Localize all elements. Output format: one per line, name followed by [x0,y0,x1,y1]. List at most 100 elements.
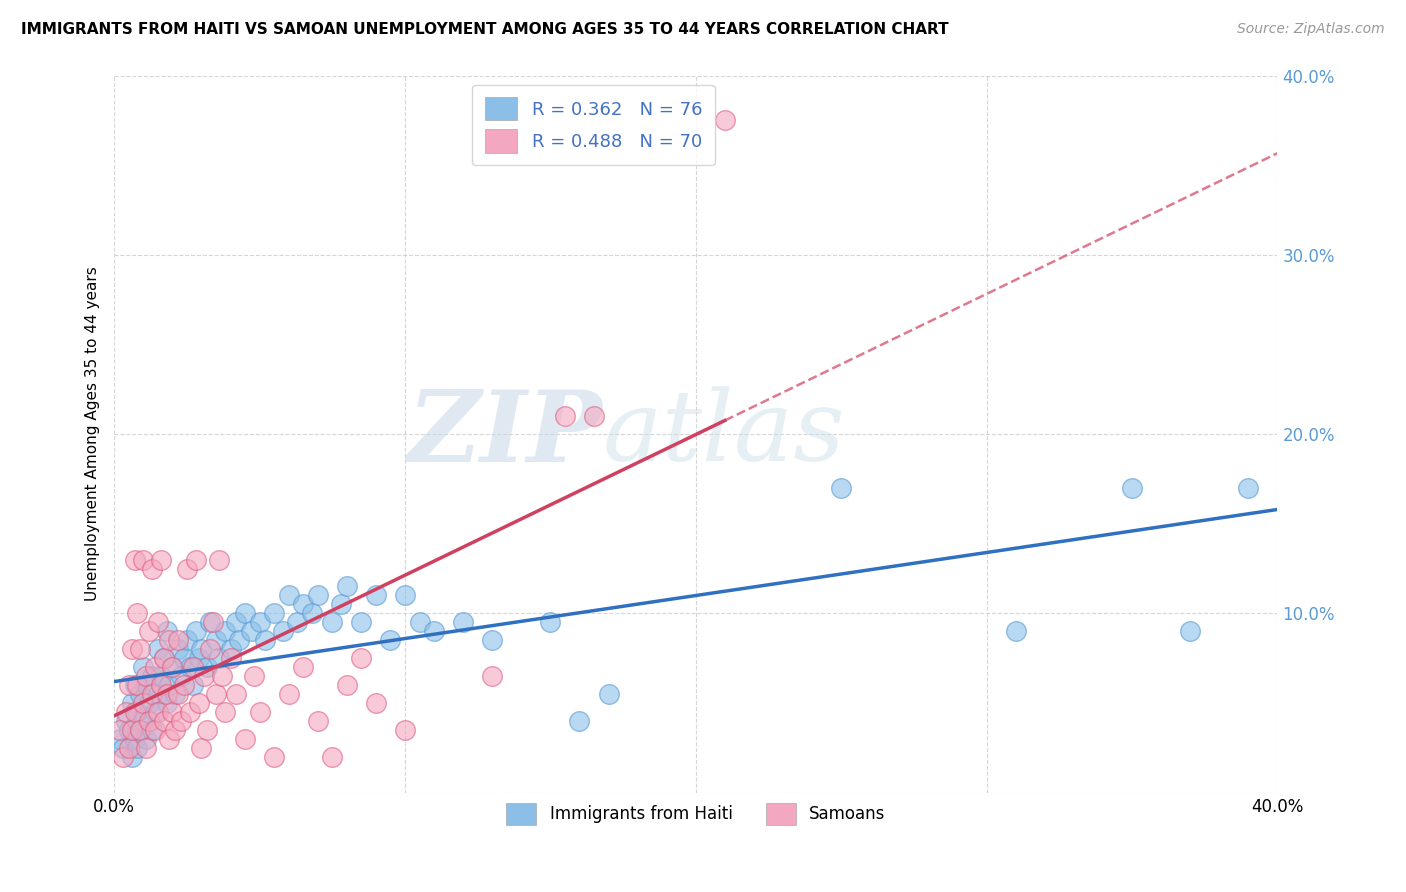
Point [118,723,141,737]
Point [554,409,576,424]
Point [167,642,190,657]
Point [233,607,256,621]
Point [146,687,169,701]
Point [277,589,299,603]
Point [155,696,177,710]
Point [271,624,294,639]
Point [350,615,373,630]
Point [225,687,247,701]
Point [205,633,228,648]
Point [129,723,152,737]
Y-axis label: Unemployment Among Ages 35 to 44 years: Unemployment Among Ages 35 to 44 years [86,267,100,601]
Point [132,552,155,566]
Point [249,615,271,630]
Point [121,749,143,764]
Point [167,633,190,648]
Point [124,731,146,746]
Point [330,598,353,612]
Point [408,615,430,630]
Point [292,660,315,674]
Point [350,651,373,665]
Point [582,409,605,424]
Point [129,687,152,701]
Point [830,481,852,495]
Point [149,678,172,692]
Point [184,552,207,566]
Point [423,624,446,639]
Point [111,740,134,755]
Point [127,740,149,755]
Point [481,633,503,648]
Point [135,678,157,692]
Point [146,705,169,719]
Point [198,615,221,630]
Point [138,624,160,639]
Point [118,740,141,755]
Point [176,633,198,648]
Point [155,624,177,639]
Point [208,552,231,566]
Point [173,651,195,665]
Point [394,589,416,603]
Point [143,705,166,719]
Point [394,723,416,737]
Text: IMMIGRANTS FROM HAITI VS SAMOAN UNEMPLOYMENT AMONG AGES 35 TO 44 YEARS CORRELATI: IMMIGRANTS FROM HAITI VS SAMOAN UNEMPLOY… [21,22,949,37]
Point [307,589,329,603]
Point [114,714,136,728]
Point [211,669,233,683]
Point [146,615,169,630]
Point [143,660,166,674]
Point [481,669,503,683]
Point [219,651,242,665]
Point [146,642,169,657]
Point [195,723,218,737]
Point [132,696,155,710]
Point [208,651,231,665]
Point [568,714,591,728]
Point [214,705,236,719]
Point [1004,624,1026,639]
Point [114,705,136,719]
Text: atlas: atlas [603,386,845,482]
Point [129,642,152,657]
Point [228,633,250,648]
Point [1237,481,1260,495]
Point [162,660,184,674]
Point [242,669,264,683]
Point [152,651,174,665]
Point [129,723,152,737]
Point [127,705,149,719]
Point [233,731,256,746]
Point [225,615,247,630]
Point [307,714,329,728]
Point [181,678,204,692]
Point [143,723,166,737]
Point [141,669,163,683]
Point [380,633,402,648]
Point [149,669,172,683]
Point [111,749,134,764]
Point [159,633,181,648]
Text: Source: ZipAtlas.com: Source: ZipAtlas.com [1237,22,1385,37]
Point [184,624,207,639]
Point [167,687,190,701]
Point [135,669,157,683]
Point [132,714,155,728]
Point [159,731,181,746]
Point [176,561,198,575]
Point [714,113,737,128]
Point [219,642,242,657]
Point [138,696,160,710]
Legend: Immigrants from Haiti, Samoans: Immigrants from Haiti, Samoans [496,793,896,835]
Point [249,705,271,719]
Point [190,642,212,657]
Point [141,723,163,737]
Point [118,678,141,692]
Point [336,579,359,593]
Point [292,598,315,612]
Point [205,687,228,701]
Point [121,696,143,710]
Point [193,669,215,683]
Point [187,696,209,710]
Point [127,607,149,621]
